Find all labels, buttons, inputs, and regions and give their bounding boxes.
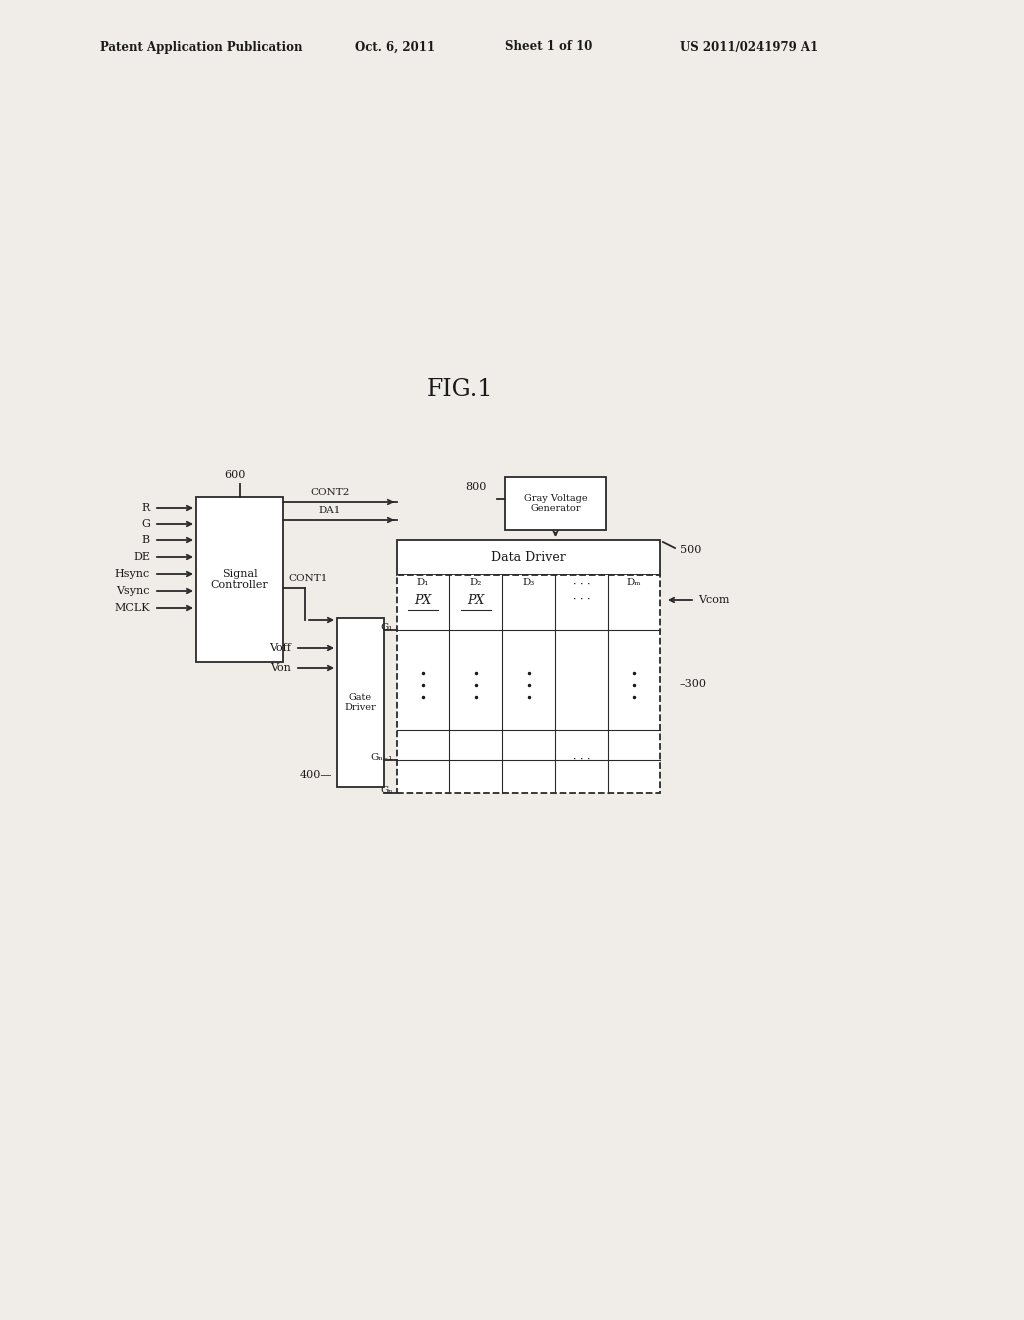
Text: 400—: 400— bbox=[299, 770, 332, 780]
Bar bbox=[505, 477, 606, 531]
Text: MCLK: MCLK bbox=[115, 603, 150, 612]
Text: G₁: G₁ bbox=[381, 623, 393, 632]
Text: Hsync: Hsync bbox=[115, 569, 150, 579]
Text: · · ·: · · · bbox=[573, 755, 591, 766]
Bar bbox=[337, 618, 384, 787]
Text: CONT2: CONT2 bbox=[310, 488, 349, 498]
Text: G: G bbox=[141, 519, 150, 529]
Text: D₂: D₂ bbox=[470, 578, 482, 587]
Text: Voff: Voff bbox=[269, 643, 291, 653]
Text: Gray Voltage
Generator: Gray Voltage Generator bbox=[523, 494, 588, 513]
Text: –300: –300 bbox=[680, 678, 707, 689]
Text: Sheet 1 of 10: Sheet 1 of 10 bbox=[505, 41, 592, 54]
Text: R: R bbox=[141, 503, 150, 513]
Bar bbox=[397, 540, 660, 576]
Text: Patent Application Publication: Patent Application Publication bbox=[100, 41, 302, 54]
Text: 800: 800 bbox=[466, 482, 487, 492]
Text: Data Driver: Data Driver bbox=[492, 550, 566, 564]
Text: · · ·: · · · bbox=[573, 579, 591, 590]
Text: · · ·: · · · bbox=[573, 595, 591, 605]
Text: 500: 500 bbox=[680, 545, 701, 554]
Text: D₃: D₃ bbox=[523, 578, 536, 587]
Text: B: B bbox=[142, 535, 150, 545]
Text: PX: PX bbox=[415, 594, 432, 606]
Text: DE: DE bbox=[133, 552, 150, 562]
Text: Vcom: Vcom bbox=[698, 595, 729, 605]
Text: D₁: D₁ bbox=[417, 578, 429, 587]
Text: Oct. 6, 2011: Oct. 6, 2011 bbox=[355, 41, 435, 54]
Text: US 2011/0241979 A1: US 2011/0241979 A1 bbox=[680, 41, 818, 54]
Bar bbox=[397, 576, 660, 793]
Text: FIG.1: FIG.1 bbox=[427, 379, 494, 401]
Text: Dₘ: Dₘ bbox=[627, 578, 641, 587]
Text: PX: PX bbox=[467, 594, 484, 606]
Text: 600: 600 bbox=[224, 470, 245, 480]
Text: Gate
Driver: Gate Driver bbox=[345, 693, 377, 713]
Bar bbox=[196, 498, 283, 663]
Text: Von: Von bbox=[270, 663, 291, 673]
Text: Gₙ: Gₙ bbox=[380, 785, 393, 795]
Text: CONT1: CONT1 bbox=[288, 574, 328, 583]
Text: DA1: DA1 bbox=[318, 506, 341, 515]
Text: Gₙ₋₁: Gₙ₋₁ bbox=[371, 752, 393, 762]
Text: Signal
Controller: Signal Controller bbox=[211, 569, 268, 590]
Text: Vsync: Vsync bbox=[117, 586, 150, 597]
